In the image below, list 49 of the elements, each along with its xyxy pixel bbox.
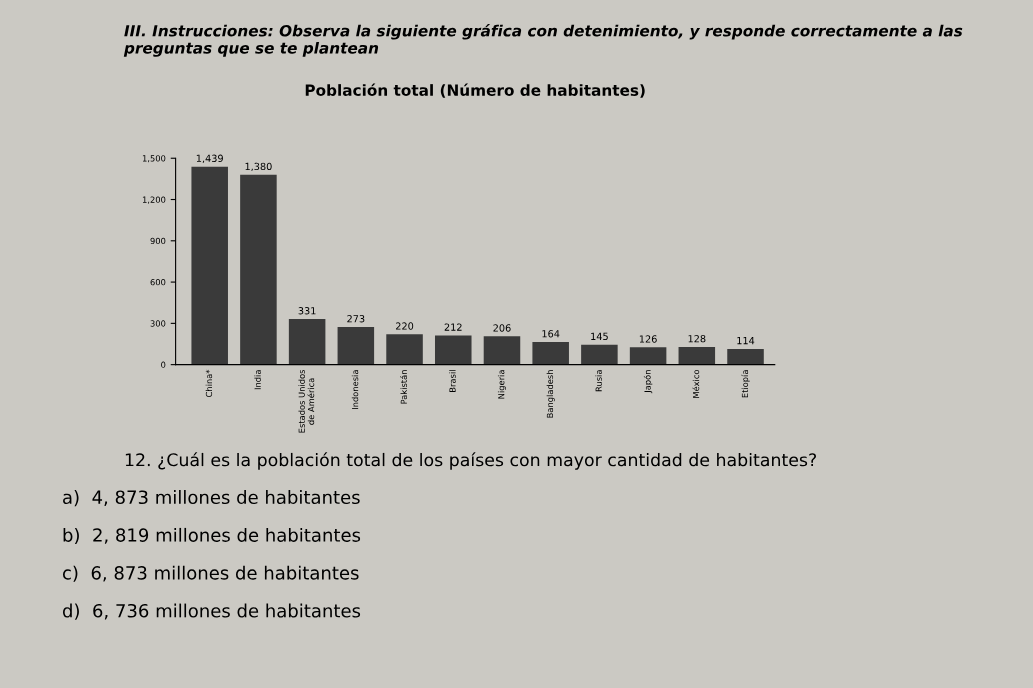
bar xyxy=(191,166,228,365)
bar xyxy=(629,347,667,365)
bar xyxy=(240,174,277,365)
x-tick-label: China* xyxy=(205,369,213,397)
x-tick-label: Etiopía xyxy=(741,370,750,398)
data-label: 145 xyxy=(591,332,608,341)
x-tick-label: Rusia xyxy=(595,370,602,392)
x-tick-label: Japón xyxy=(643,370,653,394)
bar xyxy=(386,334,423,365)
text: d) 6, 736 millones de habitantes xyxy=(62,603,361,620)
x-tick-label: Indonesia xyxy=(351,370,359,409)
y-tick-label: 600 xyxy=(150,279,166,286)
bar xyxy=(483,336,521,365)
bar xyxy=(727,348,764,365)
y-tick-label: 900 xyxy=(150,237,166,245)
bar xyxy=(288,319,326,365)
x-tick-label: Bangladesh xyxy=(546,370,555,418)
data-label: 206 xyxy=(493,324,511,332)
x-tick-label: México xyxy=(692,369,700,398)
x-tick-label: Estados Unidos de América xyxy=(298,369,315,433)
data-label: 273 xyxy=(347,315,365,323)
text: III. Instrucciones: Observa la siguiente gráfica con detenimiento, y responde correctamente a las preguntas que se te plantean xyxy=(123,24,963,57)
bar xyxy=(532,342,569,365)
data-label: 164 xyxy=(542,330,560,338)
data-label: 126 xyxy=(639,335,657,343)
y-tick-label: 0 xyxy=(161,361,166,368)
bar xyxy=(581,344,618,365)
text: 12. ¿Cuál es la población total de los países con mayor cantidad de habitantes? xyxy=(125,452,816,470)
text: b) 2, 819 millones de habitantes xyxy=(63,527,361,544)
data-label: 220 xyxy=(395,322,414,330)
bar xyxy=(337,327,375,365)
data-label: 331 xyxy=(298,307,316,315)
x-tick-label: Pakistán xyxy=(400,370,407,404)
x-tick-label: India xyxy=(254,370,261,390)
bar xyxy=(434,335,472,365)
data-label: 114 xyxy=(737,337,755,345)
data-label: 1,380 xyxy=(245,162,272,172)
chart-title: Población total (Número de habitantes) xyxy=(305,83,645,98)
y-tick-label: 1,500 xyxy=(142,155,166,163)
x-tick-label: Brasil xyxy=(449,370,456,392)
y-tick-label: 1,200 xyxy=(142,196,166,204)
y-tick-label: 300 xyxy=(150,320,166,327)
data-label: 128 xyxy=(688,335,706,343)
x-tick-label: Nigeria xyxy=(497,370,506,399)
data-label: 212 xyxy=(444,323,462,331)
text: a) 4, 873 millones de habitantes xyxy=(63,490,360,507)
text: c) 6, 873 millones de habitantes xyxy=(62,565,359,582)
bar xyxy=(678,347,716,365)
data-label: 1,439 xyxy=(196,154,223,163)
